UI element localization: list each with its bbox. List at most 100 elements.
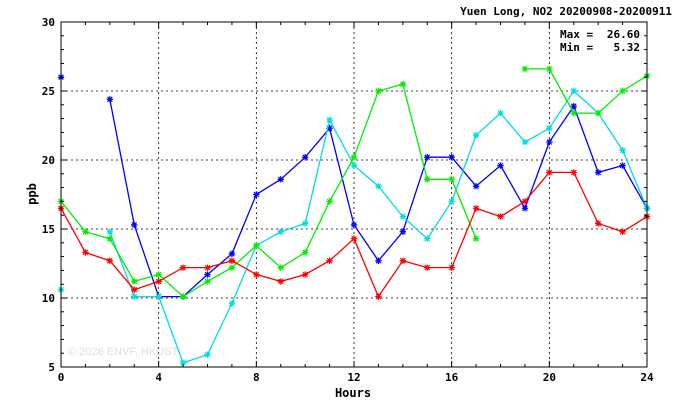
data-point: 5: 12.2 xyxy=(179,264,187,271)
data-point: 6: 12.2 xyxy=(204,264,211,271)
x-tick-label: 20 xyxy=(543,371,556,384)
y-tick-label: 20 xyxy=(42,154,55,167)
data-point: 23: 20.7 xyxy=(619,147,626,154)
data-point: 12: 19.6 xyxy=(350,162,358,169)
data-point: 23: 25 xyxy=(619,87,626,95)
max-label: Max = xyxy=(560,28,593,41)
data-point: 2: 14.3 xyxy=(106,235,114,242)
data-point: 13: 12.7 xyxy=(375,257,382,264)
data-point: 13: 18.1 xyxy=(375,183,382,190)
data-point: 16: 12.2 xyxy=(448,264,455,271)
x-tick-label: 4 xyxy=(155,371,162,384)
data-point: 16: 17 xyxy=(448,198,455,205)
data-point: 19: 16.5 xyxy=(521,205,529,212)
min-label: Min = xyxy=(560,41,593,54)
data-point: 12: 15.3 xyxy=(350,221,358,229)
data-point: 3: 10.6 xyxy=(131,286,138,293)
data-point: 16: 20.2 xyxy=(448,154,455,161)
data-point: 12: 14.3 xyxy=(350,235,358,242)
data-point: 17: 18.1 xyxy=(472,183,480,190)
min-value: 5.32 xyxy=(607,41,640,54)
y-tick-label: 25 xyxy=(42,85,55,98)
data-point: 2: 24.4 xyxy=(106,96,114,103)
stats-box: Max = 26.60 Min = 5.32 xyxy=(560,28,640,54)
data-point: 9: 11.2 xyxy=(277,278,284,285)
data-point: 21: 25 xyxy=(570,87,577,95)
data-point: 7: 12.2 xyxy=(228,264,236,271)
data-point: 10: 11.7 xyxy=(301,271,309,278)
data-point: 7: 13.2 xyxy=(228,250,236,258)
chart-title: Yuen Long, NO2 20200908-20200911 xyxy=(460,5,672,18)
data-point: 9: 18.6 xyxy=(277,176,284,183)
y-tick-label: 30 xyxy=(42,16,55,29)
data-point: 21: 23.9 xyxy=(570,102,577,110)
data-point: 5: 10.1 xyxy=(179,293,187,300)
data-point: 20: 22.3 xyxy=(546,125,553,132)
data-point: 4: 10.1 xyxy=(155,293,162,300)
data-point: 14: 14.8 xyxy=(399,228,407,235)
data-point: 17: 21.8 xyxy=(472,131,480,139)
data-point: 8: 13.8 xyxy=(253,242,260,249)
data-point: 11: 22.3 xyxy=(326,125,333,132)
data-point: 8: 17.5 xyxy=(253,191,260,198)
data-point: 9: 14.8 xyxy=(277,228,284,235)
data-point: 22: 23.4 xyxy=(594,109,602,117)
data-point: 18: 19.6 xyxy=(497,162,504,169)
data-point: 20: 21.3 xyxy=(546,138,553,146)
data-point: 15: 12.2 xyxy=(424,264,431,271)
data-point: 23: 14.8 xyxy=(619,228,626,235)
data-point: 6: 11.7 xyxy=(204,271,211,278)
data-point: 17: 14.3 xyxy=(472,235,480,242)
data-point: 14: 25.5 xyxy=(399,80,407,88)
data-point: 22: 19.1 xyxy=(594,169,602,176)
data-point: 11: 17 xyxy=(326,198,333,205)
data-point: 3: 15.3 xyxy=(131,221,138,229)
data-point: 3: 11.2 xyxy=(131,278,138,285)
data-point: 10: 15.4 xyxy=(301,220,309,227)
data-point: 14: 15.9 xyxy=(399,213,407,220)
series-line xyxy=(60,83,477,298)
data-point: 23: 19.6 xyxy=(619,162,626,169)
data-point: 12: 20.2 xyxy=(350,154,358,161)
data-point: 11: 12.7 xyxy=(326,257,333,264)
series-3: 0: 171: 14.82: 14.33: 11.24: 11.75: 10.1… xyxy=(57,65,651,300)
data-point: 17: 16.5 xyxy=(472,205,480,212)
data-point: 15: 18.6 xyxy=(424,176,431,183)
data-point: 10: 20.2 xyxy=(301,154,309,161)
data-point: 19: 17 xyxy=(521,198,529,205)
x-tick-label: 24 xyxy=(640,371,654,384)
data-point: 15: 14.3 xyxy=(424,235,431,242)
data-point: 22: 15.4 xyxy=(594,220,602,227)
data-point: 2: 12.7 xyxy=(106,257,114,264)
data-point: 15: 20.2 xyxy=(424,154,431,161)
max-value: 26.60 xyxy=(607,28,640,41)
y-axis-label: ppb xyxy=(25,183,39,205)
data-point: 4: 11.2 xyxy=(155,278,162,285)
data-point: 20: 19.1 xyxy=(546,169,553,176)
x-tick-label: 12 xyxy=(347,371,360,384)
x-tick-label: 8 xyxy=(253,371,260,384)
data-point: 5: 5.3 xyxy=(179,359,187,367)
data-point: 3: 10.1 xyxy=(131,293,138,300)
data-point: 4: 11.7 xyxy=(155,271,162,278)
y-tick-label: 5 xyxy=(48,361,55,374)
data-point: 7: 9.6 xyxy=(228,300,236,307)
data-point: 21: 19.1 xyxy=(570,169,577,176)
x-tick-label: 0 xyxy=(58,371,65,384)
data-point: 18: 23.4 xyxy=(497,109,504,117)
data-point: 7: 12.7 xyxy=(228,257,236,264)
data-point: 16: 18.6 xyxy=(448,176,455,183)
data-point: 6: 11.2 xyxy=(204,278,211,285)
data-point: 13: 25 xyxy=(375,87,382,95)
data-point: 20: 26.6 xyxy=(546,65,553,73)
axes: 0 4 8 12 16 20 24 5 10 15 20 25 30 xyxy=(42,16,654,384)
data-point: 1: 14.8 xyxy=(82,228,89,235)
data-point: 1: 13.3 xyxy=(82,249,89,256)
series-4: 0: 16.51: 13.32: 12.73: 10.64: 11.25: 12… xyxy=(57,169,651,300)
data-point: 13: 10.1 xyxy=(375,293,382,300)
y-tick-label: 10 xyxy=(42,292,55,305)
data-point: 8: 11.7 xyxy=(253,271,260,278)
data-point: 19: 21.3 xyxy=(521,138,529,146)
